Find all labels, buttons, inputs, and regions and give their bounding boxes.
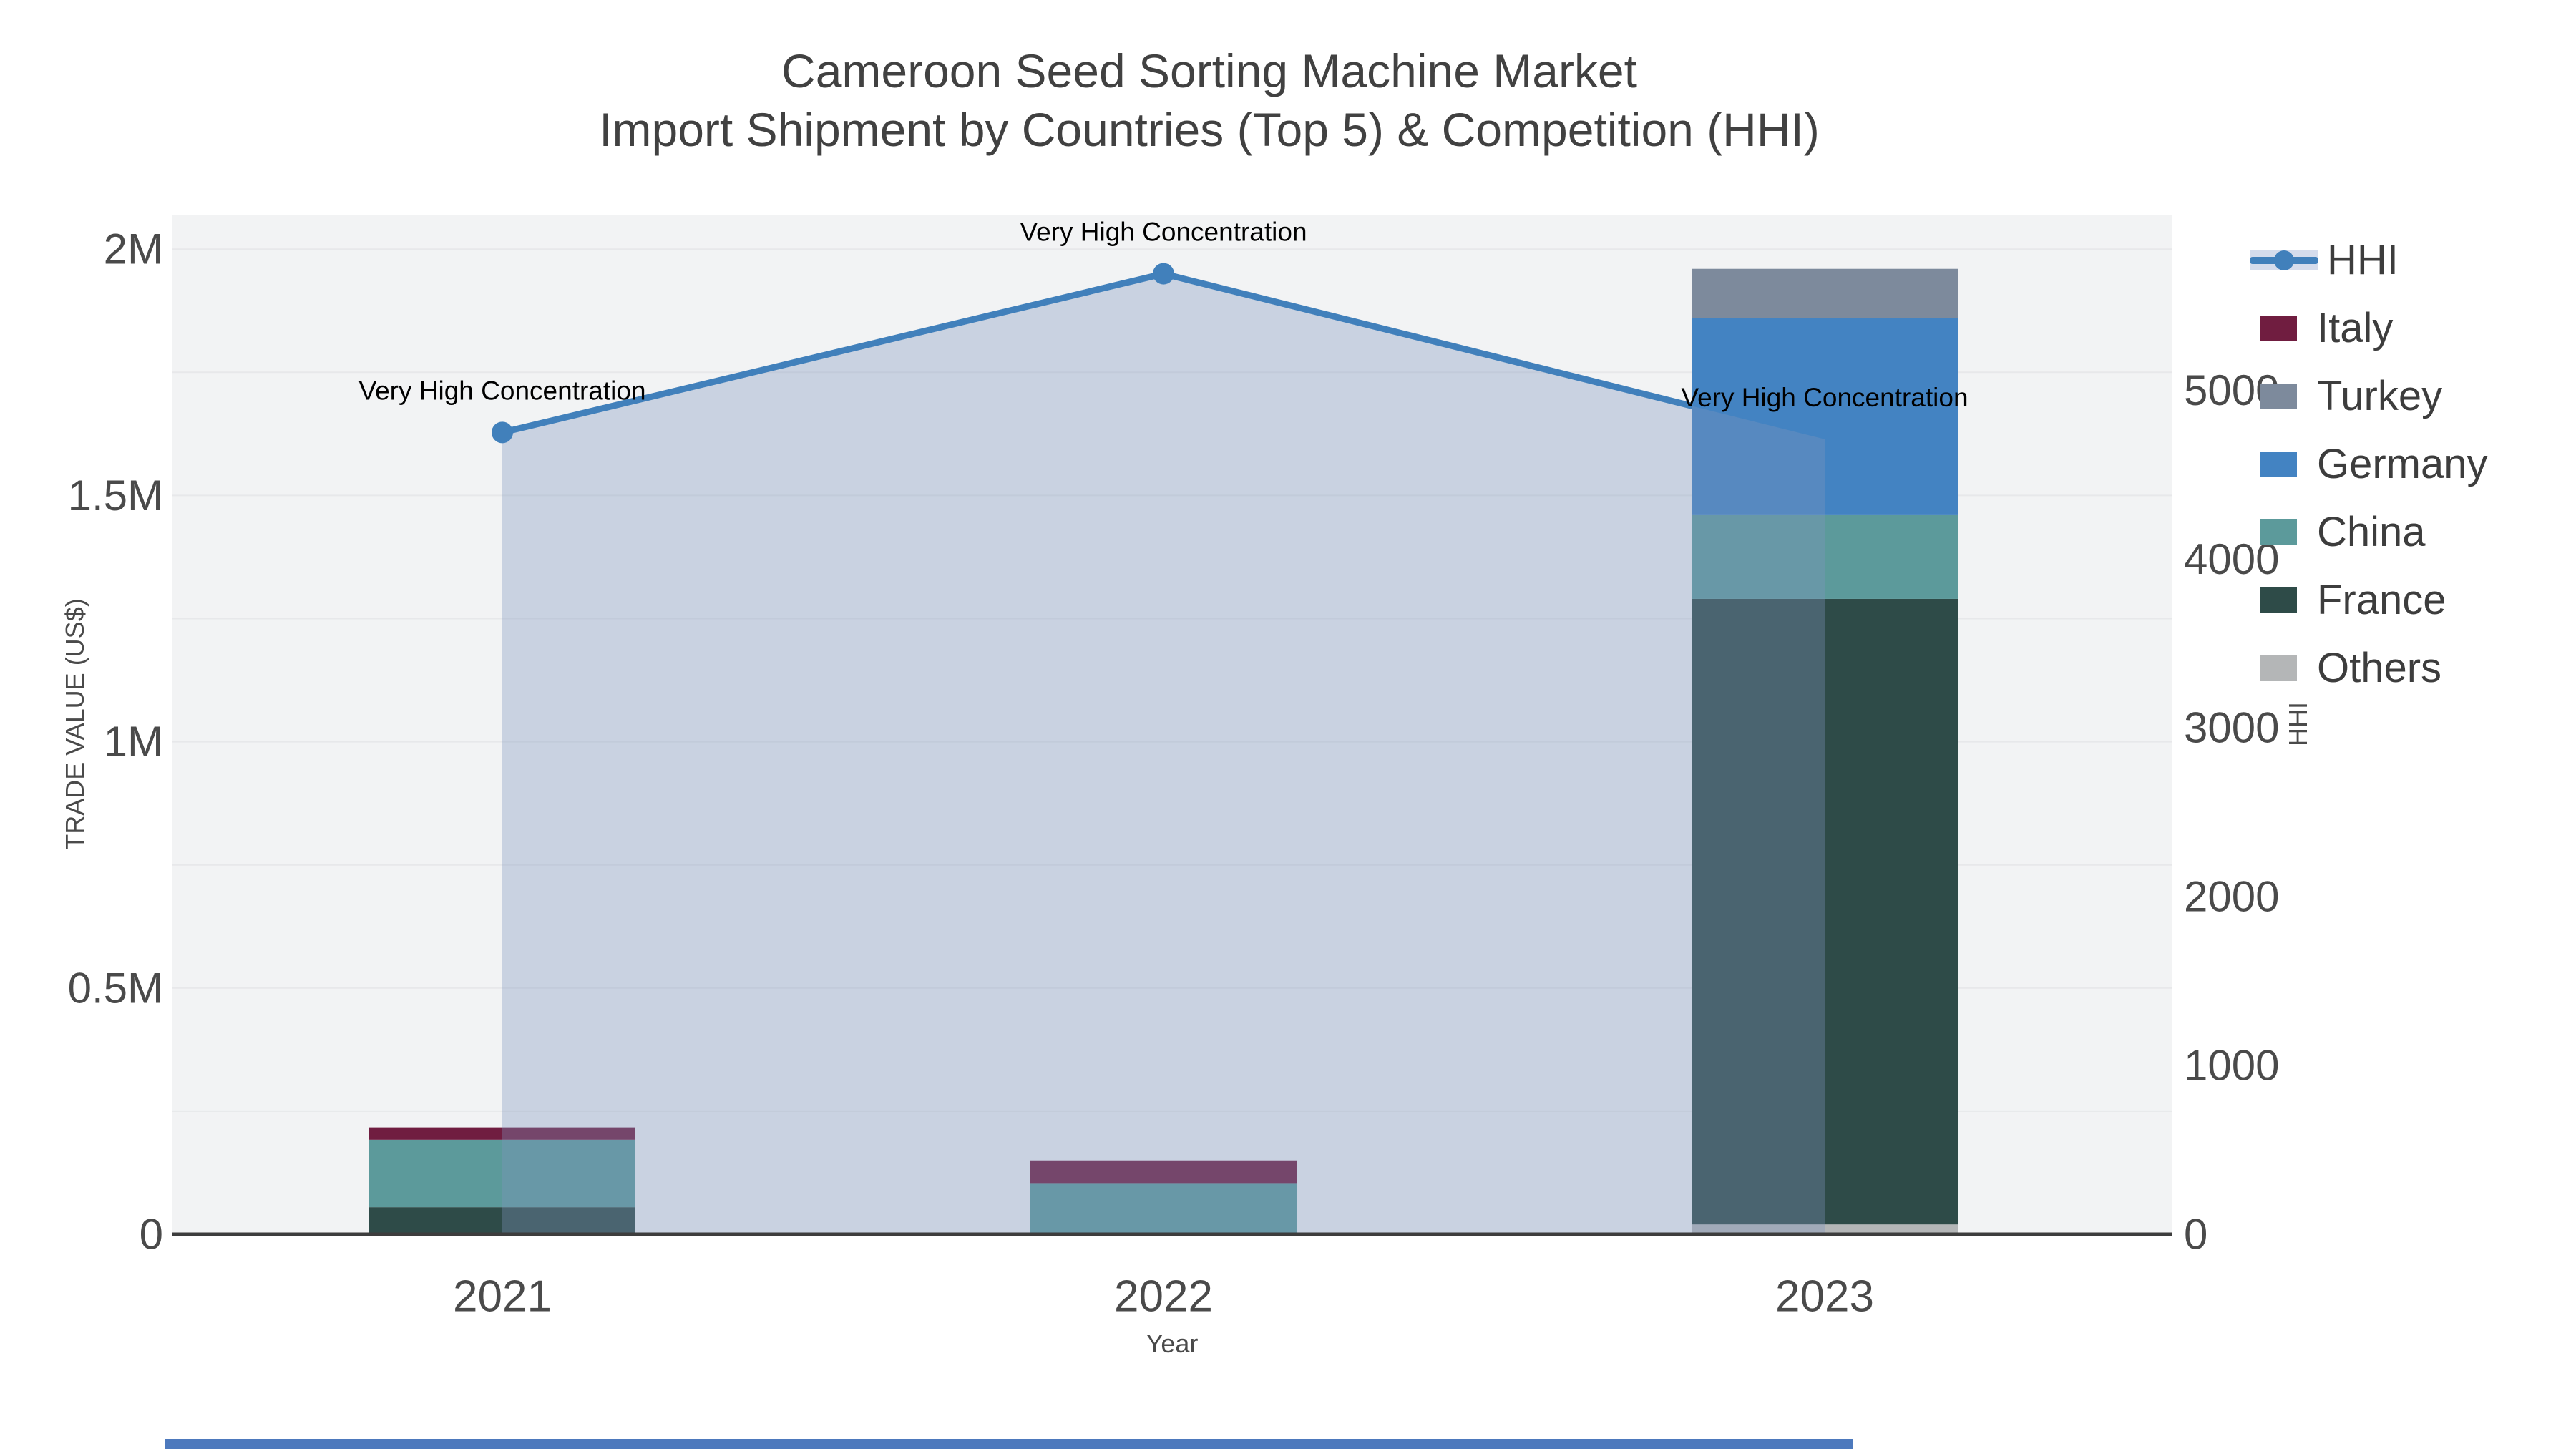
legend-item-italy[interactable]: Italy xyxy=(2260,294,2488,362)
hhi-line-group xyxy=(492,263,1835,450)
y-left-tick: 0.5M xyxy=(68,964,163,1012)
chart-title-line2: Import Shipment by Countries (Top 5) & C… xyxy=(599,103,1820,156)
annotation-2021: Very High Concentration xyxy=(358,376,645,405)
hhi-marker-2021[interactable] xyxy=(492,421,513,444)
legend-swatch-china xyxy=(2260,519,2297,545)
bar-segment-china-2022[interactable] xyxy=(1030,1183,1297,1234)
annotation-2023: Very High Concentration xyxy=(1681,383,1968,412)
chart-title: Cameroon Seed Sorting Machine Market Imp… xyxy=(0,42,2419,159)
bar-segment-france-2021[interactable] xyxy=(369,1207,635,1234)
legend-label-italy: Italy xyxy=(2317,305,2394,351)
chart-title-line1: Cameroon Seed Sorting Machine Market xyxy=(781,44,1637,97)
bar-segment-italy-2022[interactable] xyxy=(1030,1160,1297,1184)
legend-swatch-italy xyxy=(2260,315,2297,341)
legend-item-others[interactable]: Others xyxy=(2260,634,2488,702)
legend-swatch-germany xyxy=(2260,451,2297,477)
legend-swatch-turkey xyxy=(2260,383,2297,409)
legend-item-turkey[interactable]: Turkey xyxy=(2260,362,2488,430)
legend-label-france: France xyxy=(2317,577,2446,623)
bar-segment-france-2023[interactable] xyxy=(1692,598,1958,1225)
bottom-blue-strip xyxy=(165,1439,1853,1449)
legend-label-hhi: HHI xyxy=(2327,237,2399,283)
y-right-tick: 3000 xyxy=(2184,704,2279,752)
y-left-tick: 1M xyxy=(104,718,163,766)
x-tick-2022: 2022 xyxy=(1114,1272,1213,1322)
hhi-marker-2023[interactable] xyxy=(1814,428,1835,450)
legend: HHI Italy Turkey Germany China France Others xyxy=(2250,226,2488,702)
bar-segment-china-2023[interactable] xyxy=(1692,514,1958,599)
hhi-marker-2022[interactable] xyxy=(1153,263,1174,285)
legend-label-others: Others xyxy=(2317,645,2442,691)
legend-item-hhi[interactable]: HHI xyxy=(2250,226,2488,294)
legend-item-china[interactable]: China xyxy=(2260,498,2488,566)
x-tick-2023: 2023 xyxy=(1775,1272,1874,1322)
hhi-line-icon xyxy=(2250,246,2318,275)
y-left-tick: 0 xyxy=(140,1211,163,1259)
legend-label-turkey: Turkey xyxy=(2317,373,2443,419)
y-left-tick: 2M xyxy=(104,225,163,273)
annotation-2022: Very High Concentration xyxy=(1020,218,1307,247)
legend-label-china: China xyxy=(2317,509,2426,555)
bar-segment-china-2021[interactable] xyxy=(369,1139,635,1208)
y-left-tick: 1.5M xyxy=(68,472,163,519)
legend-item-france[interactable]: France xyxy=(2260,566,2488,634)
x-axis-title: Year xyxy=(1146,1329,1199,1358)
legend-label-germany: Germany xyxy=(2317,441,2488,487)
bar-segment-turkey-2023[interactable] xyxy=(1692,268,1958,318)
legend-swatch-others xyxy=(2260,655,2297,681)
y-right-tick: 0 xyxy=(2184,1211,2207,1259)
bar-segment-others-2023[interactable] xyxy=(1692,1224,1958,1234)
y-right-tick: 1000 xyxy=(2184,1042,2279,1090)
hhi-area-fill xyxy=(502,273,1825,1235)
x-tick-2021: 2021 xyxy=(453,1272,552,1322)
legend-item-germany[interactable]: Germany xyxy=(2260,430,2488,498)
bar-segment-italy-2021[interactable] xyxy=(369,1127,635,1140)
y-right-tick: 2000 xyxy=(2184,873,2279,921)
legend-swatch-france xyxy=(2260,587,2297,613)
